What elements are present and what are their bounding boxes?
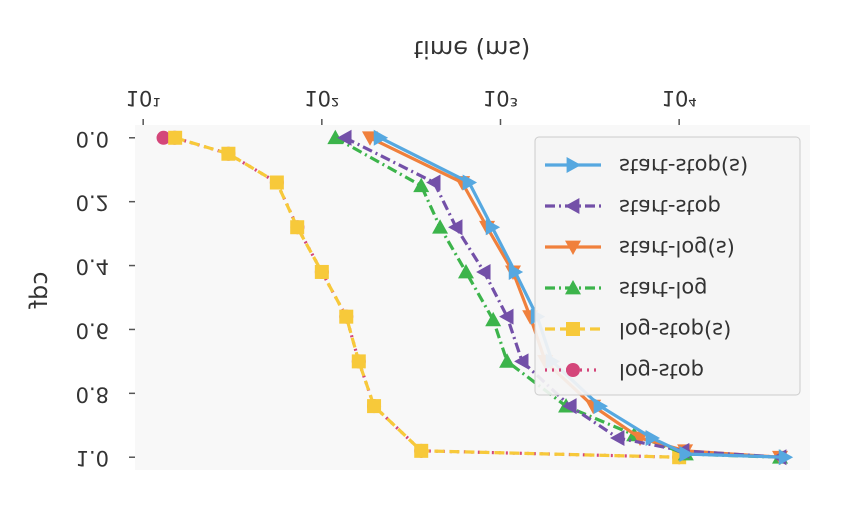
marker [485, 311, 502, 327]
marker [645, 430, 661, 447]
y-tick-label: 0.2 [76, 191, 109, 215]
y-tick-label: 0.8 [76, 382, 109, 406]
marker [462, 174, 478, 191]
x-tick-label: 10² [304, 86, 339, 110]
marker [565, 240, 581, 255]
marker [562, 398, 577, 415]
marker [565, 198, 580, 214]
marker [448, 219, 463, 236]
marker [337, 129, 352, 146]
marker [327, 129, 344, 145]
x-tick-label: 10¹ [126, 86, 161, 110]
marker [221, 146, 236, 161]
marker [508, 263, 524, 280]
marker [499, 353, 516, 368]
series-line [344, 136, 781, 459]
marker [269, 175, 284, 190]
legend-label: start-stop(s) [619, 154, 748, 178]
marker [632, 431, 649, 447]
marker [610, 430, 625, 447]
marker [426, 174, 441, 191]
marker [290, 220, 305, 235]
marker [314, 264, 329, 279]
marker [476, 263, 491, 280]
series-line [174, 136, 680, 459]
marker [339, 309, 354, 324]
marker [565, 280, 581, 295]
marker [414, 443, 429, 458]
legend-label: start-stop [619, 195, 721, 219]
x-tick-label: 10³ [483, 86, 518, 110]
y-tick-label: 0.6 [76, 318, 109, 342]
marker [499, 308, 514, 325]
marker [679, 446, 694, 463]
legend-box [534, 136, 801, 396]
y-tick-label: 0.0 [76, 127, 109, 151]
marker [413, 177, 430, 193]
x-tick-label: 10⁴ [662, 86, 697, 110]
legend-label: log-stop [619, 359, 704, 383]
y-axis-label: cdf [25, 272, 53, 309]
marker [485, 219, 501, 236]
marker [351, 354, 366, 369]
legend-label: start-log [619, 277, 708, 301]
marker [566, 322, 580, 336]
marker [566, 363, 580, 377]
legend-label: log-stop(s) [619, 318, 731, 342]
legend-label: start-log(s) [619, 236, 735, 260]
legend: log-stop log-stop(s) start-log start-log(s)… [534, 136, 801, 396]
marker [457, 263, 474, 279]
y-tick-label: 0.4 [76, 255, 109, 279]
marker [156, 130, 171, 145]
x-axis-label: time (ms) [414, 35, 530, 63]
series-line [334, 136, 781, 459]
marker [367, 399, 382, 414]
marker [566, 157, 581, 173]
y-tick-label: 1.0 [76, 446, 109, 470]
marker [432, 219, 449, 234]
marker [514, 353, 529, 370]
marker [168, 130, 183, 145]
marker [778, 449, 794, 466]
marker [593, 398, 609, 415]
marker [373, 129, 389, 146]
